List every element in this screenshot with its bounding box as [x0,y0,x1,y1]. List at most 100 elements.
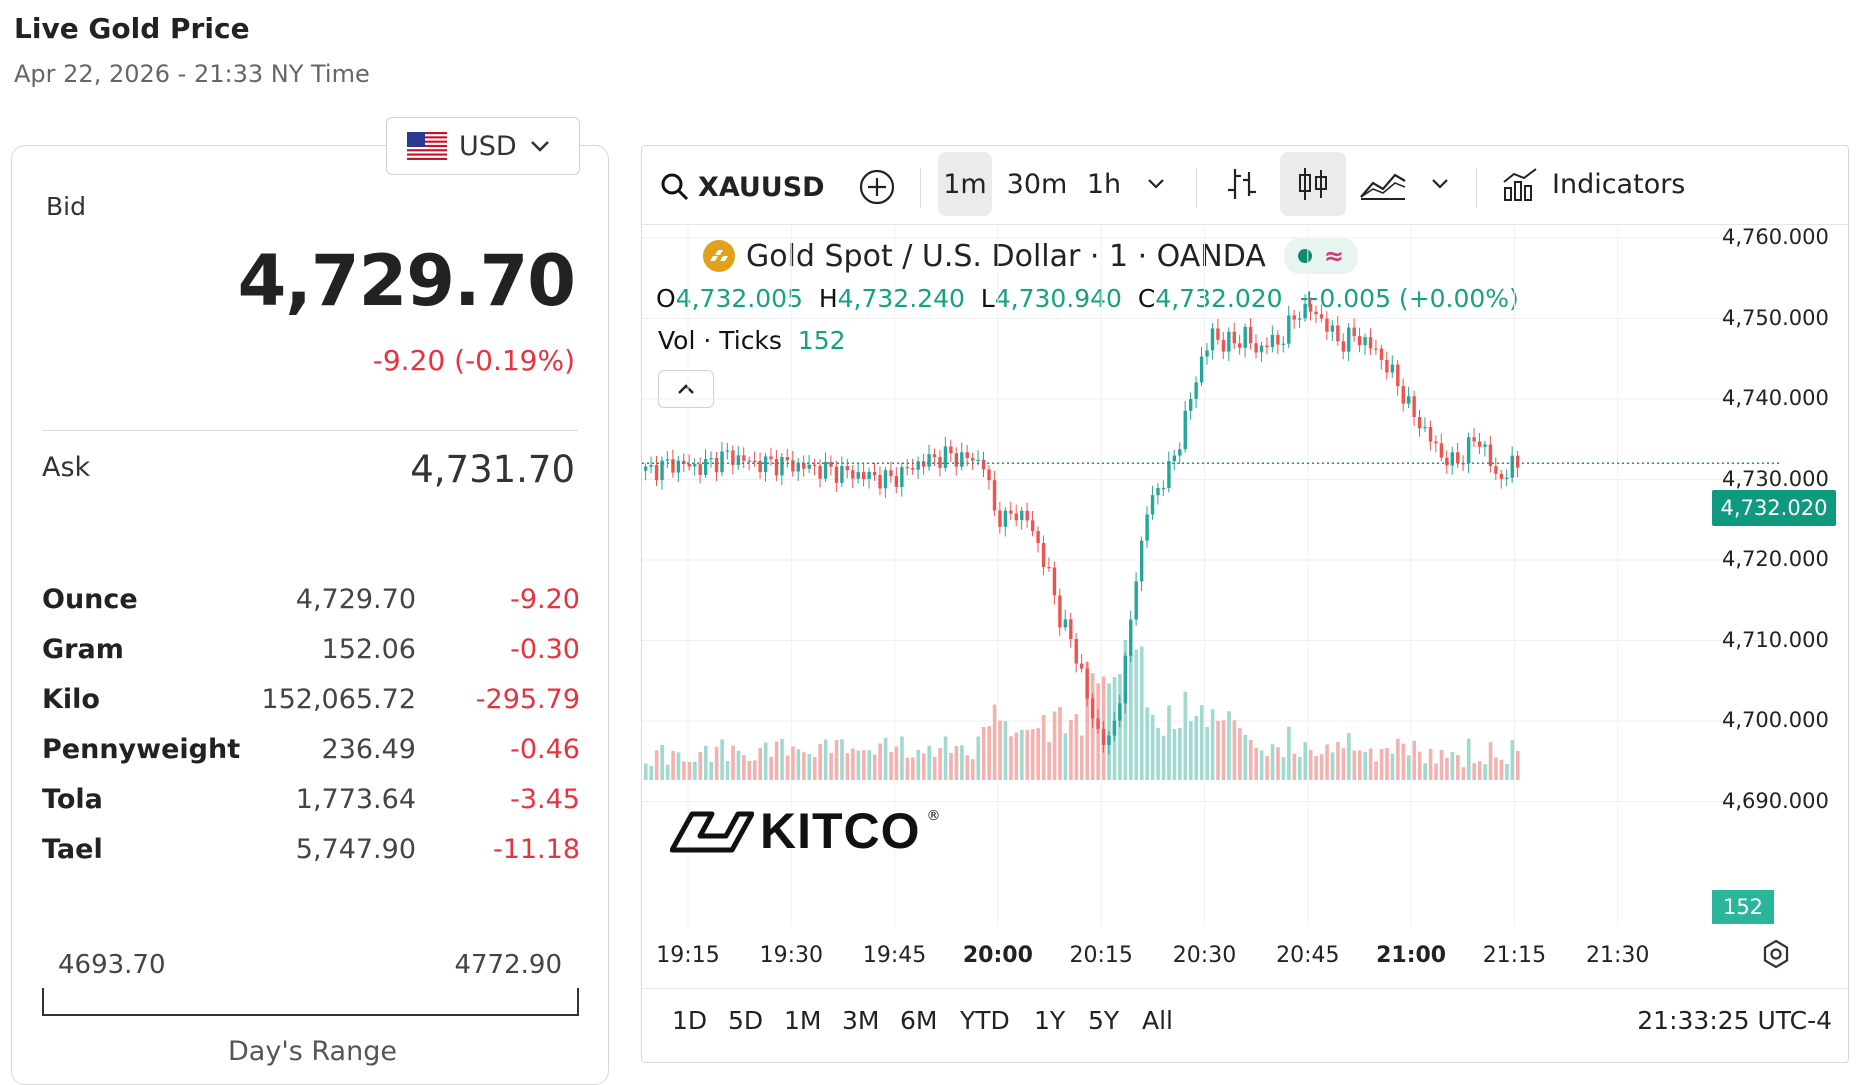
volume-bar [1298,757,1302,780]
candle [911,468,915,470]
unit-name: Kilo [42,684,100,715]
candle [1145,514,1149,541]
unit-change: -9.20 [510,584,580,615]
x-tick-label: 19:30 [759,943,823,968]
candles-style-button[interactable] [1280,152,1346,216]
page-timestamp: Apr 22, 2026 - 21:33 NY Time [14,60,370,88]
candle [1396,364,1400,387]
y-tick-label: 4,730.000 [1722,466,1829,491]
volume-bar [753,760,757,780]
compare-symbol-button[interactable] [856,166,898,208]
volume-bar [709,762,713,780]
ask-price: 4,731.70 [410,448,575,491]
range-tab-all[interactable]: All [1142,1006,1173,1035]
candle [780,457,784,476]
candle [1074,639,1078,664]
candle [1368,337,1373,349]
unit-row-tael: Tael 5,747.90 -11.18 [42,834,580,874]
interval-1m-button[interactable]: 1m [938,152,992,216]
volume-bar [1319,754,1324,780]
candle [1139,540,1144,582]
volume-bar [900,736,904,780]
area-style-button[interactable] [1356,152,1410,216]
kitco-mark-icon [670,811,754,853]
candle [1287,315,1291,344]
volume-bar [981,726,986,780]
candle [812,464,817,466]
volume-bar [1085,662,1090,780]
candle [823,462,828,479]
currency-dropdown[interactable]: USD [386,117,580,175]
volume-bar [1330,752,1335,780]
x-tick-label: 20:15 [1069,943,1133,968]
range-tab-ytd[interactable]: YTD [960,1006,1010,1035]
volume-bar [840,739,844,780]
candle [1063,619,1068,628]
open-value: 4,732.005 [675,284,803,313]
range-tab-1m[interactable]: 1M [784,1006,822,1035]
day-range-label: Day's Range [228,1036,397,1067]
volume-bar [1047,741,1051,780]
range-tab-3m[interactable]: 3M [842,1006,880,1035]
unit-row-kilo: Kilo 152,065.72 -295.79 [42,684,580,724]
candle [1407,396,1411,404]
y-tick-label: 4,710.000 [1722,627,1829,652]
chevron-down-icon [530,141,549,152]
x-tick-label: 19:15 [656,943,720,968]
unit-row-pennyweight: Pennyweight 236.49 -0.46 [42,734,580,774]
interval-dropdown-button[interactable] [1136,152,1176,216]
candle [1488,444,1493,467]
volume-bar [911,757,915,780]
candle [1134,581,1138,620]
area-chart-icon [1360,173,1406,200]
volume-bar [1374,761,1378,780]
volume-bar [1505,763,1509,780]
volume-bar [725,760,730,780]
candle [736,455,741,465]
volume-bar [1030,729,1035,780]
x-tick-label: 20:45 [1276,943,1340,968]
kitco-logo: KITCO ® [670,802,941,860]
chart-type-dropdown-button[interactable] [1420,152,1460,216]
bar-style-button[interactable] [1214,152,1270,216]
price-chart[interactable] [642,226,1848,946]
market-status-badge[interactable]: ≈ [1283,238,1358,274]
volume-label: Vol · Ticks [658,326,782,355]
volume-bar [676,752,681,780]
y-tick-label: 4,720.000 [1722,547,1829,571]
volume-bar [1189,721,1193,780]
candle [938,456,942,468]
range-tab-1y[interactable]: 1Y [1034,1006,1066,1035]
candle [1248,327,1253,344]
date-range-bar [642,988,1848,1059]
candle [829,462,833,467]
volume-bar [1259,750,1264,780]
range-tab-1d[interactable]: 1D [672,1006,708,1035]
interval-1h-button[interactable]: 1h [1086,168,1122,200]
candle [889,470,893,477]
collapse-legend-button[interactable] [658,370,714,408]
candle [1281,343,1286,345]
volume-bar [878,743,882,780]
range-tab-5d[interactable]: 5D [728,1006,764,1035]
candle [785,457,790,461]
symbol-search-button[interactable]: XAUUSD [660,166,825,208]
candle [1118,703,1122,721]
range-tab-5y[interactable]: 5Y [1088,1006,1120,1035]
candle [1096,718,1100,729]
volume-bar [791,746,795,780]
chart-settings-icon[interactable] [1760,938,1792,970]
indicators-button[interactable]: Indicators [1502,152,1685,216]
volume-bar [1221,720,1226,780]
range-tab-6m[interactable]: 6M [900,1006,938,1035]
volume-bar [1325,744,1329,780]
interval-30m-button[interactable]: 30m [1006,168,1068,200]
volume-bar [1194,715,1199,780]
volume-bar [1172,729,1177,780]
unit-price: 152.06 [321,634,416,665]
candle [1303,303,1307,319]
candle [763,456,768,473]
candle [709,457,713,460]
volume-bar [693,761,697,780]
volume-bar [1390,753,1395,780]
